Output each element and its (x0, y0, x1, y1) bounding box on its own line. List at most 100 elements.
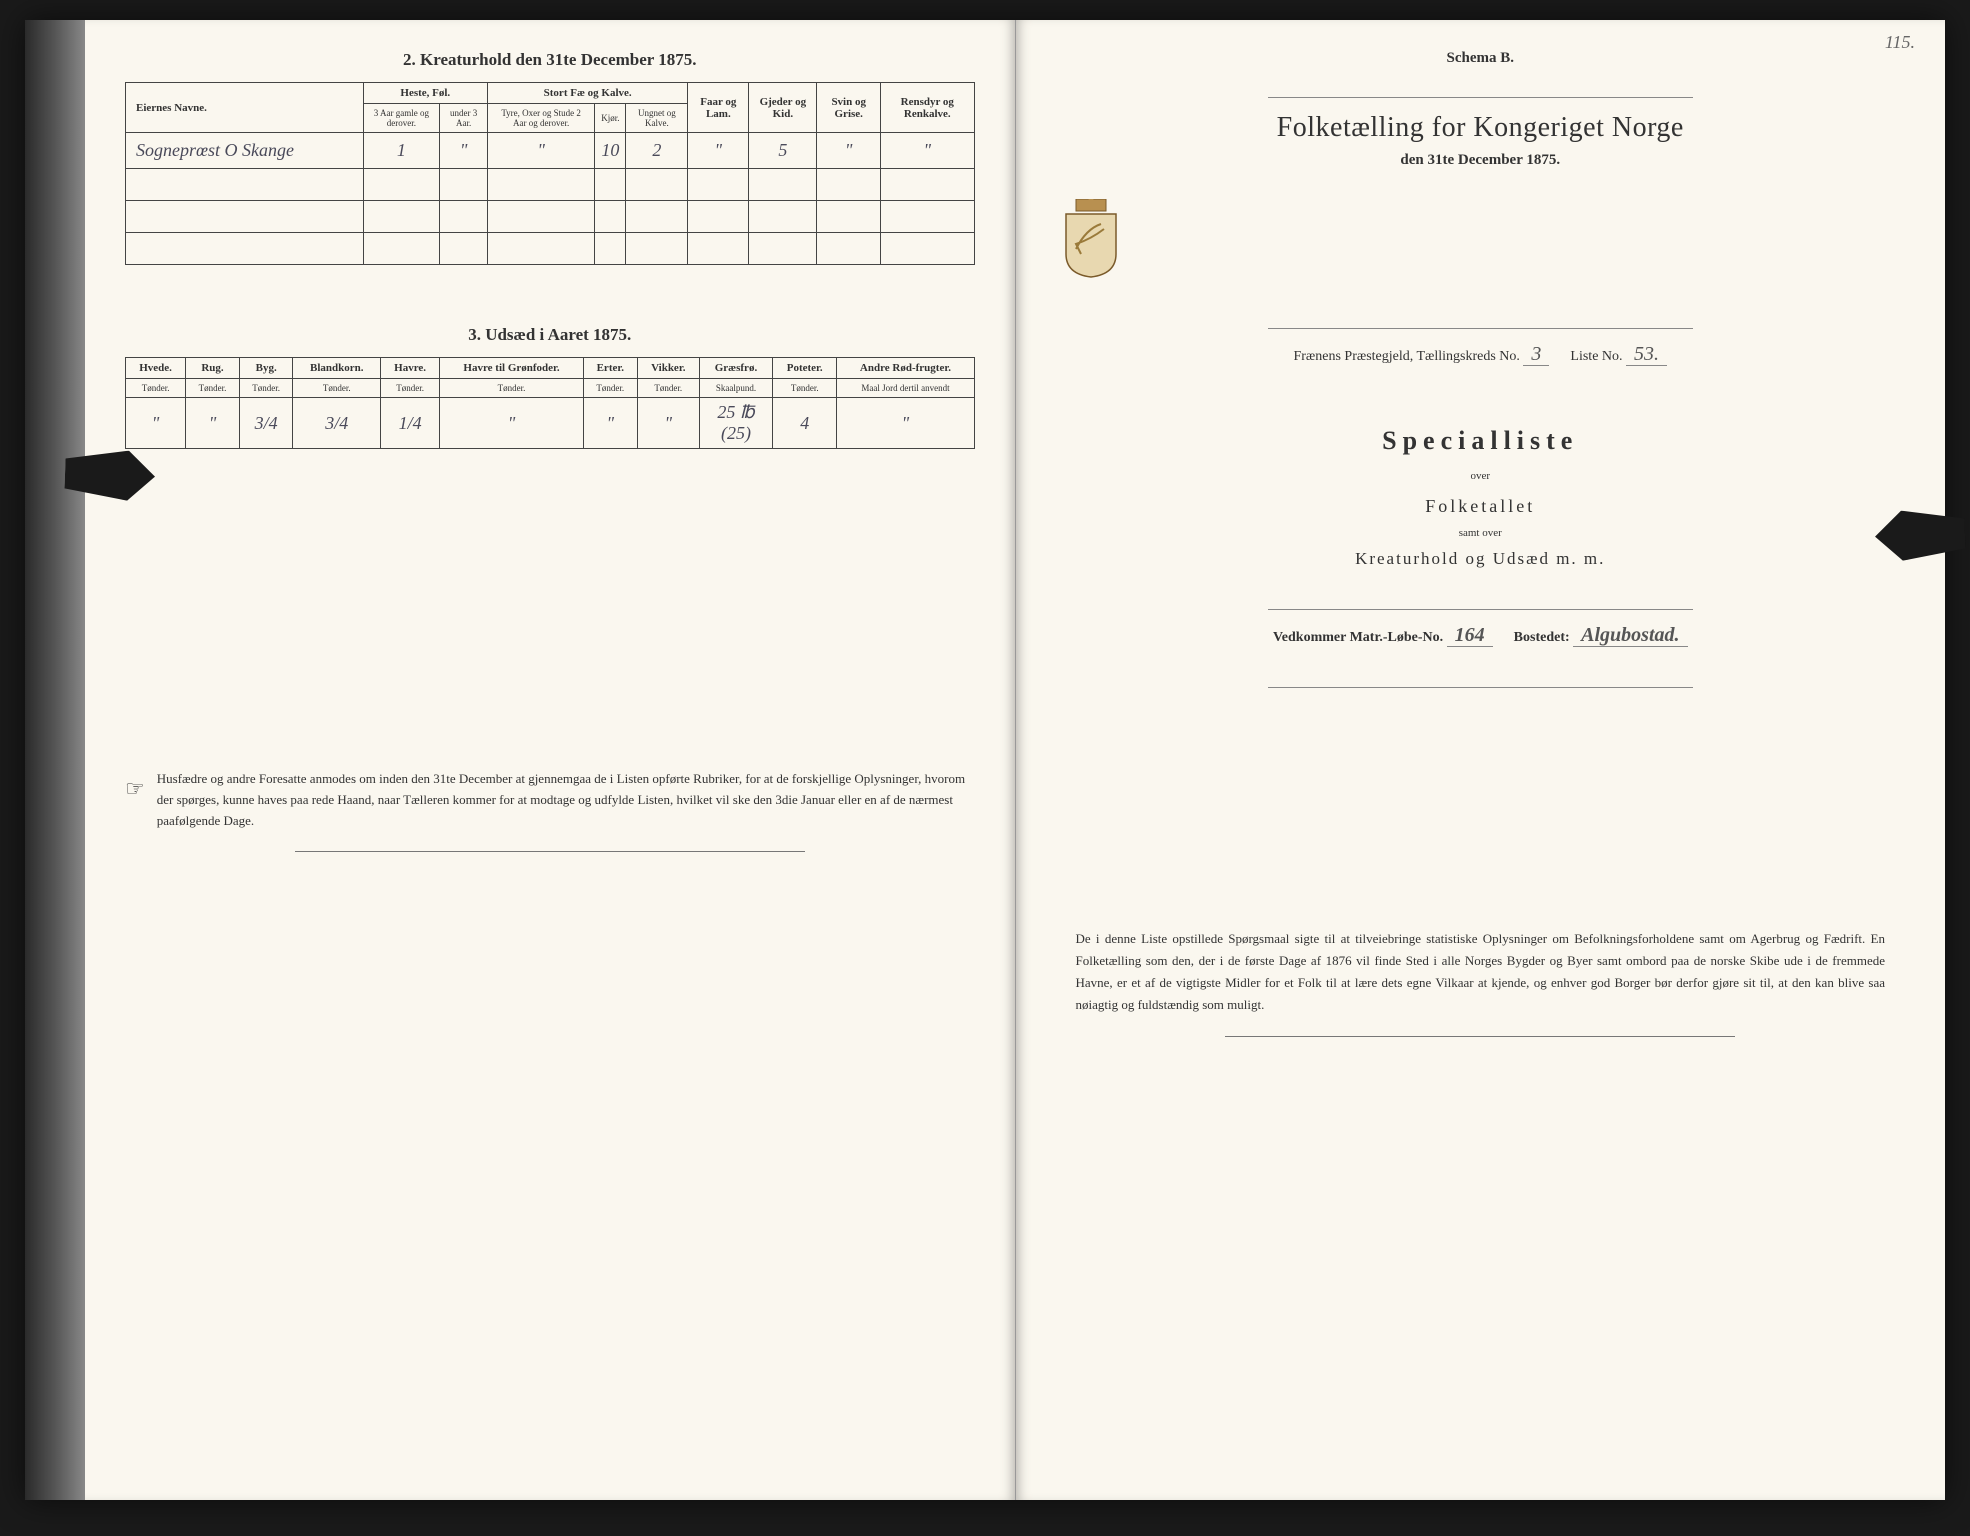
district-no: 3 (1523, 343, 1549, 366)
folketallet-heading: Folketallet (1056, 496, 1906, 517)
over-text: over (1056, 470, 1906, 482)
divider (295, 851, 805, 852)
cell-bot: (25) (721, 423, 751, 443)
table-row: Sogneprœst O Skange 1 " " 10 2 " 5 " " (126, 133, 975, 169)
table-row: " " 3/4 3/4 1/4 " " " 25 ℔ (25) 4 " (126, 398, 975, 449)
section2-title: 2. Kreaturhold den 31te December 1875. (125, 50, 975, 70)
divider (1268, 328, 1693, 329)
unit: Tønder. (381, 379, 440, 398)
col-havregron: Havre til Grønfoder. (440, 358, 584, 379)
col-poteter: Poteter. (772, 358, 836, 379)
pointing-hand-icon: ☞ (125, 769, 145, 831)
left-footer: ☞ Husfædre og andre Foresatte anmodes om… (125, 769, 975, 831)
divider (1225, 1036, 1735, 1037)
col-gjeder: Gjeder og Kid. (749, 83, 817, 133)
unit: Tønder. (637, 379, 699, 398)
cell: 10 (595, 133, 626, 169)
col-stortfae-sub2: Kjør. (595, 104, 626, 133)
kreatur-heading: Kreaturhold og Udsæd m. m. (1056, 549, 1906, 569)
matr-label: Vedkommer Matr.-Løbe-No. (1273, 630, 1443, 645)
col-erter: Erter. (583, 358, 637, 379)
cell: " (637, 398, 699, 449)
specialliste-heading: Specialliste (1056, 426, 1906, 456)
liste-no: 53. (1626, 343, 1667, 366)
liste-label: Liste No. (1570, 349, 1622, 364)
col-name: Eiernes Navne. (126, 83, 364, 133)
cell: 25 ℔ (25) (699, 398, 772, 449)
left-page: 2. Kreaturhold den 31te December 1875. E… (85, 20, 1016, 1500)
census-title: Folketælling for Kongeriget Norge (1056, 112, 1906, 144)
book-spread: 2. Kreaturhold den 31te December 1875. E… (25, 20, 1945, 1500)
col-heste-sub2: under 3 Aar. (440, 104, 488, 133)
col-svin: Svin og Grise. (817, 83, 881, 133)
cell: 3/4 (239, 398, 293, 449)
census-date: den 31te December 1875. (1056, 152, 1906, 169)
divider (1268, 609, 1693, 610)
divider (1268, 687, 1693, 688)
col-byg: Byg. (239, 358, 293, 379)
cell: " (186, 398, 240, 449)
cell: " (583, 398, 637, 449)
unit: Tønder. (293, 379, 381, 398)
cell: " (488, 133, 595, 169)
col-stortfae-sub1: Tyre, Oxer og Stude 2 Aar og derover. (488, 104, 595, 133)
table-row (126, 169, 975, 201)
district-label: Frænens Præstegjeld, Tællingskreds No. (1293, 349, 1519, 364)
coat-of-arms-icon (1056, 199, 1126, 279)
unit: Tønder. (583, 379, 637, 398)
unit: Tønder. (126, 379, 186, 398)
col-rug: Rug. (186, 358, 240, 379)
cell: 5 (749, 133, 817, 169)
matr-no: 164 (1447, 624, 1493, 647)
col-stortfae: Stort Fæ og Kalve. (488, 83, 688, 104)
cell: " (440, 398, 584, 449)
col-havre: Havre. (381, 358, 440, 379)
col-heste-sub1: 3 Aar gamle og derover. (363, 104, 440, 133)
cell: " (126, 398, 186, 449)
col-stortfae-sub3: Ungnet og Kalve. (626, 104, 688, 133)
unit: Tønder. (440, 379, 584, 398)
cell-name: Sogneprœst O Skange (126, 133, 364, 169)
col-rensdyr: Rensdyr og Renkalve. (881, 83, 974, 133)
cell: 1 (363, 133, 440, 169)
seed-table: Hvede. Rug. Byg. Blandkorn. Havre. Havre… (125, 357, 975, 449)
samtover-text: samt over (1056, 527, 1906, 539)
unit: Tønder. (772, 379, 836, 398)
divider (1268, 97, 1693, 98)
table-row (126, 201, 975, 233)
unit: Tønder. (186, 379, 240, 398)
unit: Tønder. (239, 379, 293, 398)
cell: " (440, 133, 488, 169)
cell: " (817, 133, 881, 169)
col-faar: Faar og Lam. (688, 83, 749, 133)
matr-line: Vedkommer Matr.-Løbe-No. 164 Bostedet: A… (1056, 624, 1906, 647)
unit: Maal Jord dertil anvendt (837, 379, 974, 398)
cell: " (837, 398, 974, 449)
district-line: Frænens Præstegjeld, Tællingskreds No. 3… (1056, 343, 1906, 366)
col-andre: Andre Rød-frugter. (837, 358, 974, 379)
col-vikker: Vikker. (637, 358, 699, 379)
col-graesfro: Græsfrø. (699, 358, 772, 379)
cell-top: 25 ℔ (717, 402, 754, 422)
cell: 4 (772, 398, 836, 449)
cell: " (881, 133, 974, 169)
right-page: 115. Schema B. Folketælling for Kongerig… (1016, 20, 1946, 1500)
col-heste: Heste, Føl. (363, 83, 487, 104)
table-row (126, 233, 975, 265)
cell: " (688, 133, 749, 169)
col-blandkorn: Blandkorn. (293, 358, 381, 379)
cell: 1/4 (381, 398, 440, 449)
cell: 3/4 (293, 398, 381, 449)
bosted-label: Bostedet: (1514, 630, 1570, 645)
bosted-value: Algubostad. (1573, 624, 1687, 647)
right-footer: De i denne Liste opstillede Spørgsmaal s… (1056, 928, 1906, 1016)
section3-title: 3. Udsæd i Aaret 1875. (125, 325, 975, 345)
schema-label: Schema B. (1056, 50, 1906, 67)
unit: Skaalpund. (699, 379, 772, 398)
footer-text: Husfædre og andre Foresatte anmodes om i… (157, 769, 975, 831)
livestock-table: Eiernes Navne. Heste, Føl. Stort Fæ og K… (125, 82, 975, 265)
col-hvede: Hvede. (126, 358, 186, 379)
page-number: 115. (1885, 32, 1915, 53)
cell: 2 (626, 133, 688, 169)
book-spine (25, 20, 85, 1500)
